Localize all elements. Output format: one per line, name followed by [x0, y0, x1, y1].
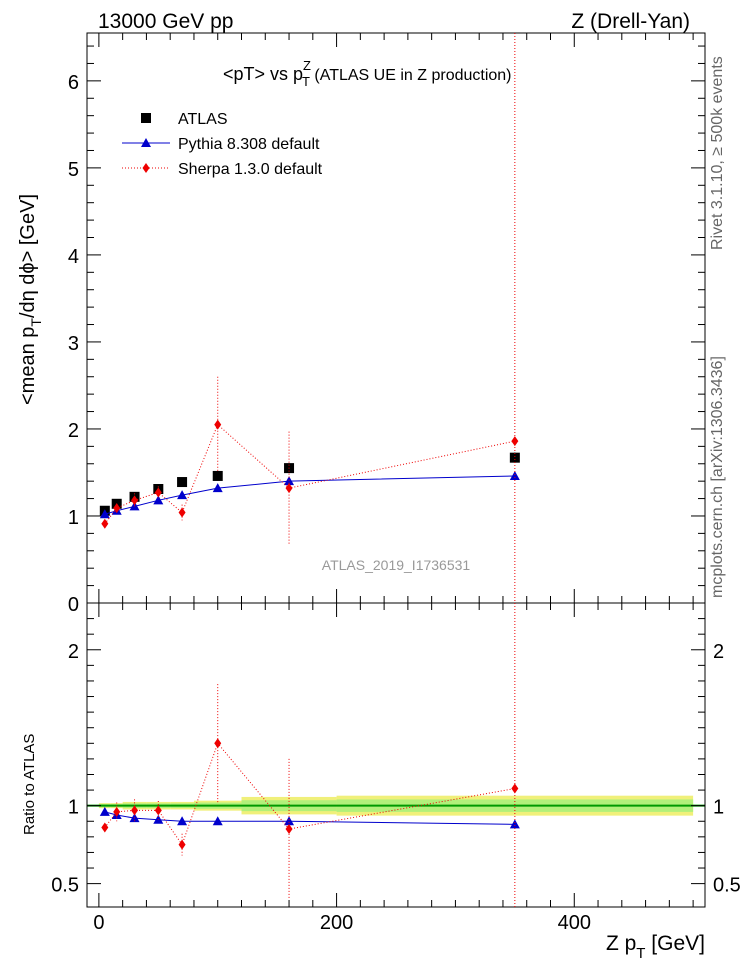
ratio-y-tick-label-left: 1	[68, 797, 79, 819]
sherpa-1-3-0-default-ratio-point	[178, 839, 186, 850]
pythia-8-308-default-ratio-point	[212, 816, 223, 826]
sherpa-1-3-0-default-point	[113, 503, 121, 514]
header-left: 13000 GeV pp	[98, 10, 233, 33]
legend-label: Sherpa 1.3.0 default	[178, 161, 323, 178]
sherpa-1-3-0-default-ratio-point	[285, 824, 293, 835]
y-axis-label-rest: /dη dϕ> [GeV]	[17, 194, 39, 318]
x-tick-label: 400	[558, 912, 591, 934]
sherpa-1-3-0-default-point	[101, 518, 109, 529]
plot-title-sup: Z	[303, 58, 311, 73]
sherpa-1-3-0-default-main-line	[104, 423, 515, 525]
ratio-y-tick-label-left: 0.5	[51, 875, 79, 897]
pythia-8-308-default-point	[153, 495, 164, 505]
y-tick-label: 6	[68, 72, 79, 94]
reference-band-group	[87, 795, 705, 816]
sherpa-1-3-0-default-ratio-point	[101, 822, 109, 833]
atlas-point	[509, 452, 520, 463]
y-tick-label: 5	[68, 159, 79, 181]
legend-marker	[141, 113, 151, 123]
pythia-8-308-default-ratio-point	[509, 819, 520, 829]
ratio-y-tick-label-right: 0.5	[713, 875, 741, 897]
ratio-y-tick-label-right: 1	[713, 797, 724, 819]
plot-title-rest: (ATLAS UE in Z production)	[310, 67, 512, 84]
ratio-y-axis-label: Ratio to ATLAS	[21, 734, 38, 835]
rivet-label: Rivet 3.1.10, ≥ 500k events	[709, 56, 726, 250]
x-tick-label: 200	[320, 912, 353, 934]
sherpa-1-3-0-default-ratio-line	[104, 742, 515, 846]
ratio-plot-frame	[86, 602, 706, 908]
x-axis-label-sub: T	[636, 945, 645, 962]
plot-title-main: <pT> vs p	[223, 64, 303, 84]
x-axis-label: Z pT [GeV]	[606, 932, 705, 962]
sherpa-1-3-0-default-ratio-point	[113, 806, 121, 817]
sherpa-1-3-0-default-point	[285, 483, 293, 494]
legend-label: Pythia 8.308 default	[178, 136, 320, 153]
atlas-point	[212, 470, 223, 481]
ratio-y-tick-label-left: 2	[68, 641, 79, 663]
header-right: Z (Drell-Yan)	[571, 10, 690, 33]
x-axis-label-rest: [GeV]	[645, 932, 705, 955]
sherpa-1-3-0-default-ratio-point	[154, 805, 162, 816]
plot-title: <pT> vs pZ T (ATLAS UE in Z production)	[223, 58, 512, 89]
pythia-8-308-default-ratio-point	[177, 816, 188, 826]
y-axis-label: <mean pT/dη dϕ> [GeV]	[17, 194, 44, 405]
legend-label: ATLAS	[178, 111, 228, 128]
x-tick-label: 0	[93, 912, 104, 934]
legend: ATLAS Pythia 8.308 default Sherpa 1.3.0 de…	[122, 111, 323, 178]
pythia-8-308-default-main-line	[104, 475, 515, 515]
sherpa-1-3-0-default-point	[131, 495, 139, 506]
y-tick-label: 4	[68, 246, 79, 268]
mcplots-label: mcplots.cern.ch [arXiv:1306.3436]	[709, 356, 726, 598]
sherpa-1-3-0-default-point	[178, 507, 186, 518]
atlas-point	[177, 477, 188, 488]
x-axis-label-main: Z p	[606, 932, 636, 955]
pythia-8-308-default-ratio-point	[99, 806, 110, 816]
sherpa-1-3-0-default-ratio-point	[131, 805, 139, 816]
sherpa-1-3-0-default-point	[214, 419, 222, 430]
legend-marker	[141, 138, 151, 147]
pythia-8-308-default-point	[509, 470, 520, 480]
sherpa-1-3-0-default-point	[511, 436, 519, 447]
ratio-y-tick-label-right: 2	[713, 641, 724, 663]
legend-marker	[142, 163, 150, 173]
y-axis-label-sub: T	[28, 318, 44, 327]
sherpa-1-3-0-default-ratio-point	[214, 738, 222, 749]
analysis-tag: ATLAS_2019_I1736531	[322, 557, 471, 573]
y-tick-label: 3	[68, 333, 79, 355]
y-axis-label-main: <mean p	[17, 327, 39, 405]
axes-group: 0 1 2 3 4 5 6 0 200 400 0.5 0.5 1 1 2 2	[51, 32, 741, 934]
data-series-group	[99, 33, 520, 907]
pythia-8-308-default-point	[284, 476, 295, 486]
pythia-8-308-default-point	[99, 509, 110, 519]
sherpa-1-3-0-default-point	[154, 487, 162, 498]
y-tick-label: 0	[68, 594, 79, 616]
y-tick-label: 2	[68, 420, 79, 442]
pythia-8-308-default-ratio-point	[284, 816, 295, 826]
sherpa-1-3-0-default-ratio-point	[511, 783, 519, 794]
pythia-8-308-default-point	[212, 483, 223, 493]
y-tick-label: 1	[68, 507, 79, 529]
pythia-8-308-default-point	[177, 490, 188, 500]
plot-title-sub: T	[302, 74, 310, 89]
